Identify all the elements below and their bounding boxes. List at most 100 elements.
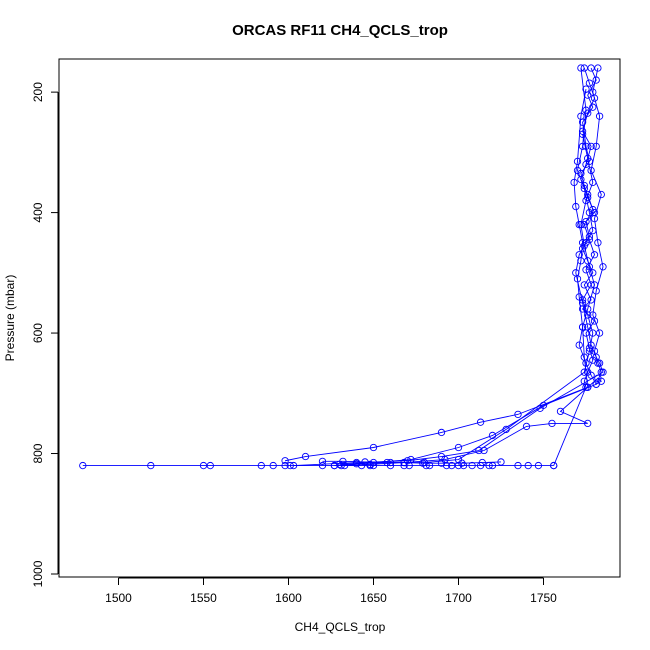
data-point bbox=[589, 88, 597, 96]
data-point bbox=[582, 196, 590, 205]
series-line bbox=[339, 67, 604, 465]
data-point bbox=[589, 178, 597, 187]
x-tick-label: 1550 bbox=[190, 591, 217, 605]
data-point bbox=[281, 461, 289, 470]
data-point bbox=[589, 269, 597, 277]
data-point bbox=[590, 281, 599, 289]
data-point bbox=[534, 461, 543, 470]
data-point bbox=[340, 461, 349, 470]
data-point bbox=[419, 459, 427, 467]
series-line bbox=[285, 89, 589, 462]
data-point bbox=[595, 359, 604, 367]
data-point bbox=[580, 242, 588, 250]
data-point bbox=[580, 184, 588, 193]
data-point bbox=[361, 458, 369, 466]
data-point bbox=[339, 457, 347, 465]
data-point bbox=[403, 457, 412, 465]
data-point bbox=[478, 458, 486, 467]
data-point bbox=[589, 227, 597, 235]
data-point bbox=[514, 461, 522, 470]
data-point bbox=[400, 458, 408, 467]
data-point bbox=[577, 112, 585, 120]
data-point bbox=[206, 461, 214, 470]
data-point bbox=[585, 79, 594, 87]
data-point bbox=[286, 461, 294, 470]
data-point bbox=[584, 305, 592, 313]
x-tick-label: 1500 bbox=[105, 591, 132, 605]
data-point bbox=[578, 130, 587, 138]
data-point bbox=[383, 458, 391, 467]
y-tick-label: 600 bbox=[31, 323, 45, 343]
series-group bbox=[79, 64, 607, 470]
data-point bbox=[572, 202, 580, 211]
data-point bbox=[589, 311, 597, 319]
data-point bbox=[578, 142, 587, 150]
data-point bbox=[550, 461, 558, 470]
data-point bbox=[599, 263, 607, 271]
data-point bbox=[556, 407, 565, 416]
data-point bbox=[522, 422, 531, 431]
data-point bbox=[575, 293, 583, 301]
series-line bbox=[322, 460, 502, 464]
y-axis-label: Pressure (mbar) bbox=[3, 275, 17, 362]
data-point bbox=[514, 410, 522, 419]
data-point bbox=[584, 323, 592, 331]
data-point bbox=[594, 374, 602, 382]
data-point bbox=[468, 461, 476, 470]
data-point bbox=[257, 461, 265, 470]
data-point bbox=[592, 142, 600, 150]
data-point bbox=[524, 461, 532, 470]
x-tick-label: 1600 bbox=[275, 591, 302, 605]
x-tick-label: 1750 bbox=[530, 591, 557, 605]
data-point bbox=[575, 251, 583, 259]
data-point bbox=[281, 457, 289, 465]
data-point bbox=[590, 214, 599, 223]
data-point bbox=[584, 383, 592, 391]
data-point bbox=[301, 452, 310, 461]
data-point bbox=[577, 220, 585, 229]
data-point bbox=[330, 461, 339, 470]
data-point bbox=[577, 64, 585, 72]
y-tick-label: 200 bbox=[31, 82, 45, 102]
data-point bbox=[488, 431, 497, 440]
data-point bbox=[497, 458, 505, 466]
data-point bbox=[594, 239, 602, 247]
data-point bbox=[269, 461, 277, 470]
x-tick-label: 1700 bbox=[445, 591, 472, 605]
series-line bbox=[293, 67, 604, 467]
data-point bbox=[580, 368, 588, 376]
data-point bbox=[595, 329, 604, 337]
data-point bbox=[437, 459, 446, 467]
data-point bbox=[318, 461, 327, 470]
data-point bbox=[587, 371, 595, 379]
data-point bbox=[597, 190, 605, 199]
data-point bbox=[425, 461, 434, 470]
data-point bbox=[458, 459, 466, 467]
data-point bbox=[548, 419, 556, 428]
data-point bbox=[577, 175, 585, 184]
data-point bbox=[599, 368, 607, 376]
data-point bbox=[536, 404, 544, 412]
y-tick-label: 400 bbox=[31, 202, 45, 222]
plot-frame bbox=[58, 58, 621, 578]
y-tick-label: 800 bbox=[31, 443, 45, 463]
data-point bbox=[578, 299, 587, 307]
data-point bbox=[584, 419, 592, 428]
x-tick-label: 1650 bbox=[360, 591, 387, 605]
data-point bbox=[578, 323, 587, 331]
data-point bbox=[147, 461, 155, 470]
plot-layer: 1500 1550 1600 1650 1700 1750 200 400 600 800 1000 bbox=[31, 64, 607, 605]
data-point bbox=[318, 457, 327, 465]
data-point bbox=[573, 157, 582, 166]
data-point bbox=[595, 112, 604, 120]
data-point bbox=[582, 359, 590, 367]
y-tick-label: 1000 bbox=[31, 560, 45, 587]
data-point bbox=[476, 418, 485, 426]
data-point bbox=[459, 461, 468, 470]
data-point bbox=[584, 154, 592, 163]
data-point bbox=[437, 428, 446, 437]
data-point bbox=[369, 443, 378, 452]
data-point bbox=[582, 85, 590, 93]
